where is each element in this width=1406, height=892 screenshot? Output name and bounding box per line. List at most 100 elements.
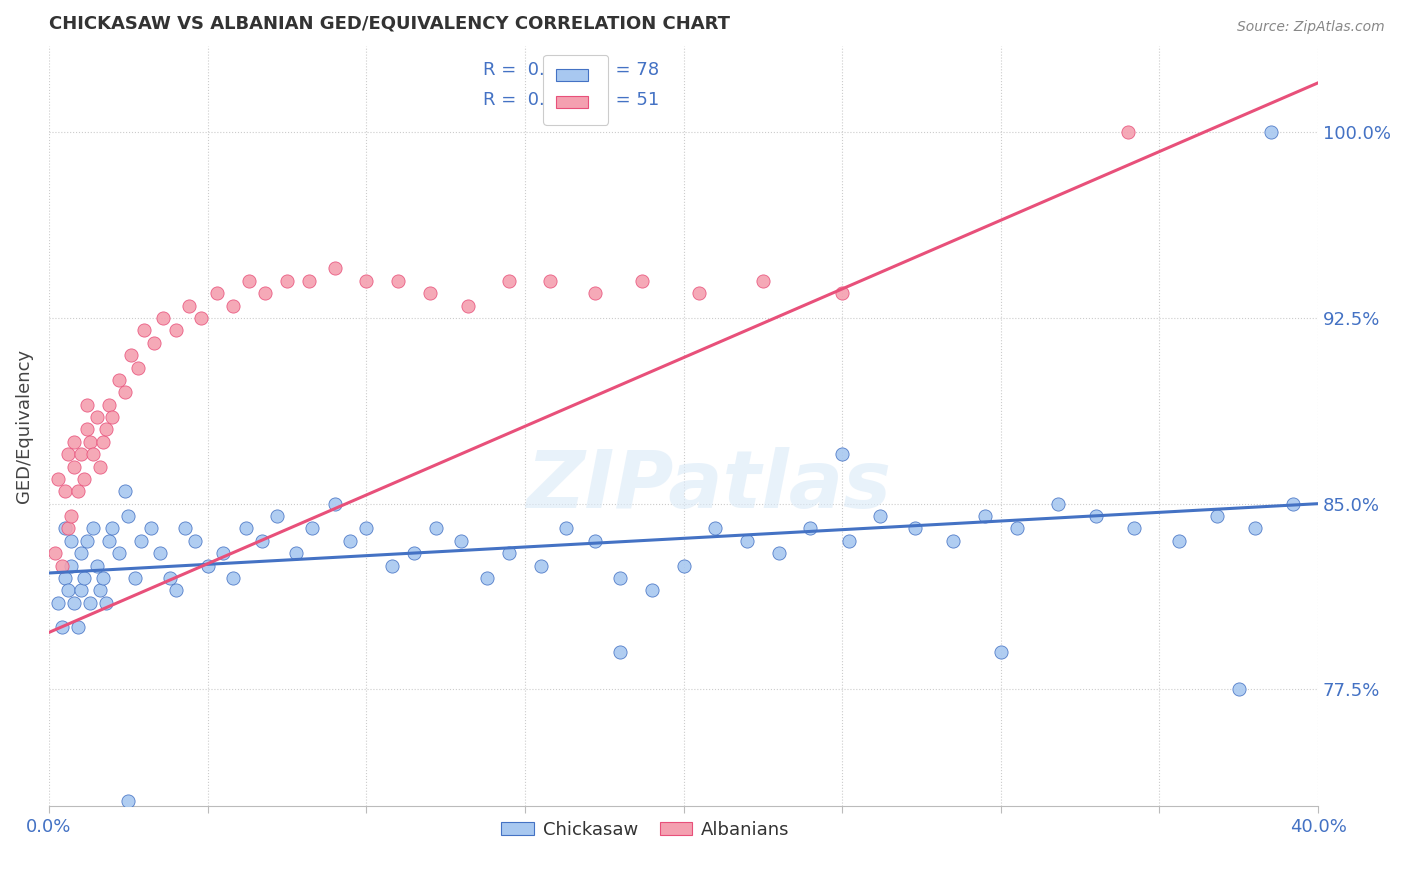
- Point: [149, 546, 172, 560]
- Point: [79, 434, 101, 449]
- Point: [69, 546, 91, 560]
- Point: [555, 521, 578, 535]
- Text: ZIPatlas: ZIPatlas: [526, 448, 891, 525]
- Point: [91, 571, 114, 585]
- Point: [44, 546, 66, 560]
- Point: [498, 546, 520, 560]
- Point: [609, 645, 631, 659]
- Point: [990, 645, 1012, 659]
- Point: [190, 310, 212, 325]
- Point: [139, 521, 162, 535]
- Point: [69, 447, 91, 461]
- Point: [117, 794, 139, 808]
- Point: [76, 533, 98, 548]
- Point: [298, 274, 321, 288]
- Point: [381, 558, 404, 573]
- Point: [609, 571, 631, 585]
- Point: [129, 533, 152, 548]
- Point: [142, 335, 165, 350]
- Point: [76, 422, 98, 436]
- Point: [165, 583, 187, 598]
- Point: [752, 274, 775, 288]
- Text: CHICKASAW VS ALBANIAN GED/EQUIVALENCY CORRELATION CHART: CHICKASAW VS ALBANIAN GED/EQUIVALENCY CO…: [49, 15, 730, 33]
- Point: [60, 533, 83, 548]
- Point: [63, 459, 86, 474]
- Point: [688, 286, 710, 301]
- Point: [735, 533, 758, 548]
- Point: [672, 558, 695, 573]
- Point: [1243, 521, 1265, 535]
- Point: [66, 484, 89, 499]
- Text: Source: ZipAtlas.com: Source: ZipAtlas.com: [1237, 20, 1385, 34]
- Point: [127, 360, 149, 375]
- Point: [904, 521, 927, 535]
- Point: [205, 286, 228, 301]
- Point: [425, 521, 447, 535]
- Point: [704, 521, 727, 535]
- Point: [538, 274, 561, 288]
- Point: [285, 546, 308, 560]
- Point: [457, 299, 479, 313]
- Point: [641, 583, 664, 598]
- Point: [134, 323, 156, 337]
- Point: [89, 583, 111, 598]
- Point: [1281, 497, 1303, 511]
- Point: [250, 533, 273, 548]
- Point: [266, 509, 288, 524]
- Point: [53, 484, 76, 499]
- Legend: Chickasaw, Albanians: Chickasaw, Albanians: [494, 814, 797, 847]
- Point: [831, 286, 853, 301]
- Point: [869, 509, 891, 524]
- Point: [48, 472, 70, 486]
- Point: [212, 546, 235, 560]
- Point: [79, 596, 101, 610]
- Point: [799, 521, 821, 535]
- Point: [73, 472, 96, 486]
- Point: [1046, 497, 1069, 511]
- Point: [974, 509, 997, 524]
- Point: [301, 521, 323, 535]
- Point: [53, 521, 76, 535]
- Point: [56, 521, 79, 535]
- Point: [323, 497, 346, 511]
- Point: [1205, 509, 1227, 524]
- Point: [238, 274, 260, 288]
- Y-axis label: GED/Equivalency: GED/Equivalency: [15, 349, 32, 503]
- Point: [53, 571, 76, 585]
- Point: [1167, 533, 1189, 548]
- Point: [1123, 521, 1146, 535]
- Point: [76, 398, 98, 412]
- Point: [942, 533, 965, 548]
- Point: [51, 620, 73, 634]
- Point: [387, 274, 409, 288]
- Point: [1085, 509, 1108, 524]
- Point: [56, 447, 79, 461]
- Point: [768, 546, 790, 560]
- Point: [73, 571, 96, 585]
- Point: [356, 521, 378, 535]
- Point: [101, 410, 124, 425]
- Point: [107, 373, 129, 387]
- Point: [98, 533, 121, 548]
- Point: [222, 571, 245, 585]
- Point: [121, 348, 143, 362]
- Point: [419, 286, 441, 301]
- Point: [159, 571, 181, 585]
- Point: [60, 558, 83, 573]
- Point: [63, 434, 86, 449]
- Point: [63, 596, 86, 610]
- Text: R =  0.141   N = 78: R = 0.141 N = 78: [484, 61, 659, 79]
- Point: [177, 299, 200, 313]
- Point: [69, 583, 91, 598]
- Point: [475, 571, 498, 585]
- Point: [174, 521, 197, 535]
- Point: [165, 323, 187, 337]
- Point: [530, 558, 553, 573]
- Point: [323, 261, 346, 276]
- Point: [253, 286, 276, 301]
- Point: [1260, 125, 1282, 139]
- Point: [831, 447, 853, 461]
- Point: [60, 509, 83, 524]
- Point: [66, 620, 89, 634]
- Point: [339, 533, 361, 548]
